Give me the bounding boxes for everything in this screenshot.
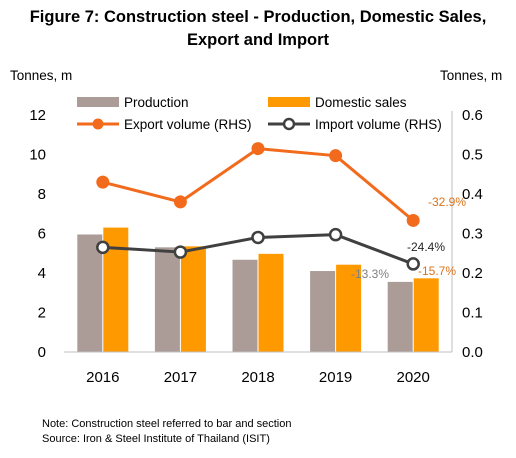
x-axis-tick-label: 2018 (241, 369, 274, 386)
production-bar (154, 247, 180, 352)
left-axis-tick-label: 6 (38, 226, 46, 243)
left-axis-tick-label: 10 (29, 147, 46, 164)
right-axis-tick-label: 0.4 (462, 186, 483, 203)
export-volume-point (173, 195, 187, 209)
domestic-sales-bar (336, 264, 362, 352)
right-axis-tick-label: 0.5 (462, 147, 483, 164)
domestic-sales-bar (258, 253, 284, 352)
production-bar (387, 281, 413, 352)
x-axis-tick-label: 2017 (164, 369, 197, 386)
domestic-sales-change-label: -15.7% (418, 264, 456, 278)
production-bar (310, 271, 336, 352)
legend-label-domestic-sales: Domestic sales (315, 95, 407, 110)
right-axis-tick-label: 0.2 (462, 265, 483, 282)
legend-label-production: Production (124, 95, 189, 110)
chart-notes: Note: Construction steel referred to bar… (42, 417, 291, 447)
left-axis-tick-label: 12 (29, 107, 46, 124)
import-volume-point (328, 227, 343, 242)
left-axis-unit: Tonnes, m (10, 68, 73, 83)
domestic-sales-bar (413, 278, 439, 352)
right-axis-tick-label: 0.1 (462, 305, 483, 322)
legend-swatch-domestic-sales (268, 97, 310, 107)
left-axis-tick-label: 4 (38, 265, 46, 282)
right-axis-tick-label: 0.3 (462, 226, 483, 243)
right-axis-tick-label: 0.6 (462, 107, 483, 124)
chart-title-line-1: Figure 7: Construction steel - Productio… (29, 8, 487, 26)
x-axis-tick-label: 2016 (86, 369, 119, 386)
domestic-sales-bar (180, 246, 206, 352)
import-volume-point (173, 245, 188, 259)
legend-swatch-production (77, 97, 119, 107)
x-axis-tick-label: 2020 (397, 369, 430, 386)
production-change-label: -13.3% (351, 267, 389, 281)
import-volume-point (251, 230, 265, 245)
import-change-label: -24.4% (407, 240, 445, 254)
left-axis-tick-label: 2 (38, 305, 46, 322)
export-volume-line (102, 147, 415, 222)
legend-marker-import-volume (282, 117, 296, 131)
import-volume-point (96, 240, 110, 255)
legend-label-export-volume: Export volume (RHS) (124, 117, 252, 132)
legend-marker-export-volume (92, 118, 104, 130)
left-axis-tick-label: 8 (38, 186, 46, 203)
left-axis-tick-label: 0 (38, 344, 46, 361)
production-bar (232, 259, 258, 352)
x-axis-tick-label: 2019 (319, 369, 352, 386)
export-change-label: -32.9% (428, 195, 466, 209)
chart-title-line-2: Export and Import (186, 31, 330, 49)
chart-title: Figure 7: Construction steel - Productio… (0, 6, 516, 52)
import-volume-point (406, 257, 420, 271)
legend-label-import-volume: Import volume (RHS) (315, 117, 442, 132)
export-volume-point (251, 142, 265, 156)
export-volume-point (406, 213, 420, 227)
right-axis-unit: Tonnes, m (440, 68, 503, 83)
right-axis-tick-label: 0.0 (462, 344, 483, 361)
source-note: Source: Iron & Steel Institute of Thaila… (42, 433, 270, 445)
footnote: Note: Construction steel referred to bar… (42, 418, 292, 430)
production-bar (77, 234, 103, 352)
export-volume-point (96, 175, 110, 189)
export-volume-point (329, 149, 343, 163)
